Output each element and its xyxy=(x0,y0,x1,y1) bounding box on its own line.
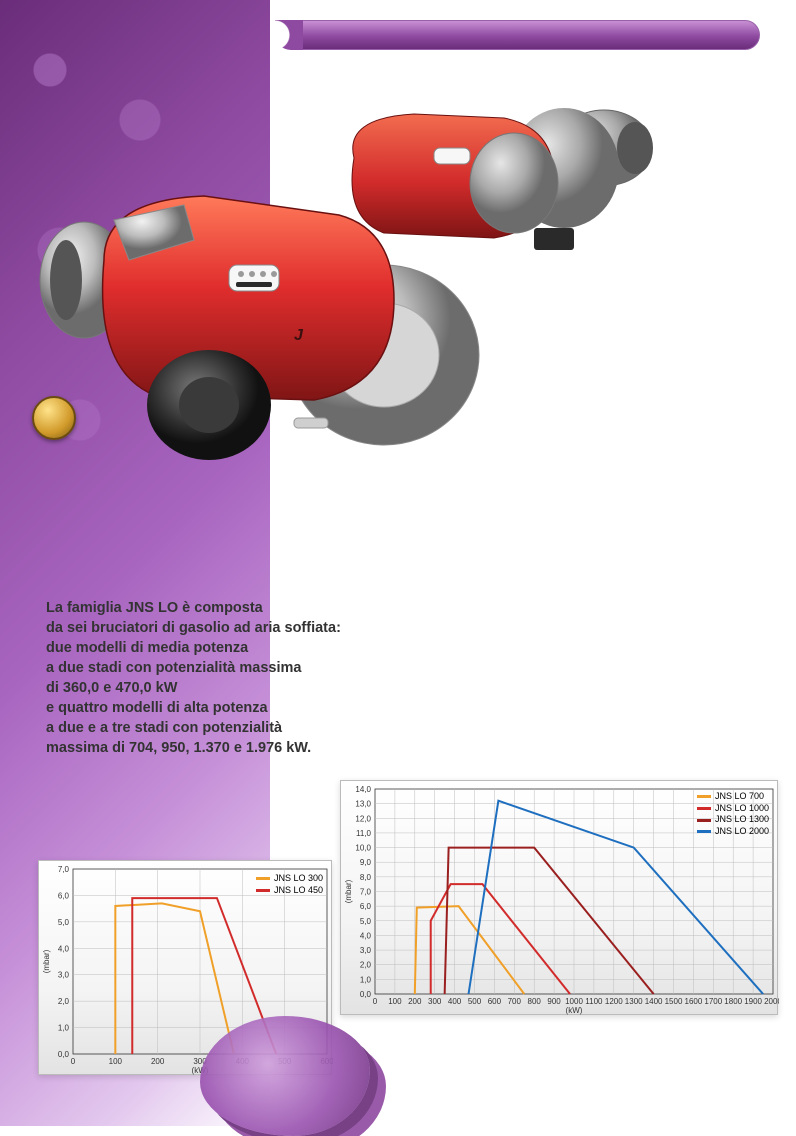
svg-text:1,0: 1,0 xyxy=(360,975,372,984)
svg-text:(mbar): (mbar) xyxy=(344,879,353,903)
header-ribbon xyxy=(300,20,760,50)
desc-line: massima di 704, 950, 1.370 e 1.976 kW. xyxy=(46,738,346,758)
svg-text:14,0: 14,0 xyxy=(355,785,371,794)
svg-text:0,0: 0,0 xyxy=(58,1050,70,1059)
svg-text:7,0: 7,0 xyxy=(58,865,70,874)
svg-text:2,0: 2,0 xyxy=(58,997,70,1006)
svg-text:1300: 1300 xyxy=(625,997,643,1006)
svg-text:3,0: 3,0 xyxy=(360,946,372,955)
svg-text:5,0: 5,0 xyxy=(58,918,70,927)
svg-text:100: 100 xyxy=(388,997,402,1006)
svg-text:4,0: 4,0 xyxy=(58,944,70,953)
svg-text:9,0: 9,0 xyxy=(360,858,372,867)
svg-text:0,0: 0,0 xyxy=(360,990,372,999)
svg-text:600: 600 xyxy=(488,997,502,1006)
svg-text:1600: 1600 xyxy=(685,997,703,1006)
legend-item: JNS LO 1000 xyxy=(697,803,769,815)
svg-text:300: 300 xyxy=(428,997,442,1006)
svg-text:1400: 1400 xyxy=(645,997,663,1006)
product-image-area: J xyxy=(34,80,674,480)
desc-line: La famiglia JNS LO è composta xyxy=(46,598,346,618)
desc-line: da sei bruciatori di gasolio ad aria sof… xyxy=(46,618,346,638)
svg-text:500: 500 xyxy=(468,997,482,1006)
desc-line: di 360,0 e 470,0 kW xyxy=(46,678,346,698)
svg-text:1500: 1500 xyxy=(665,997,683,1006)
svg-text:(mbar): (mbar) xyxy=(42,949,51,973)
svg-text:1900: 1900 xyxy=(744,997,762,1006)
svg-text:0: 0 xyxy=(71,1057,76,1066)
svg-text:10,0: 10,0 xyxy=(355,844,371,853)
product-description: La famiglia JNS LO è composta da sei bru… xyxy=(46,598,346,758)
decorative-swirl xyxy=(200,1016,370,1136)
svg-text:6,0: 6,0 xyxy=(360,902,372,911)
svg-text:200: 200 xyxy=(408,997,422,1006)
svg-text:8,0: 8,0 xyxy=(360,873,372,882)
svg-text:1200: 1200 xyxy=(605,997,623,1006)
desc-line: due modelli di media potenza xyxy=(46,638,346,658)
svg-text:11,0: 11,0 xyxy=(356,829,372,838)
svg-text:12,0: 12,0 xyxy=(355,814,371,823)
svg-text:800: 800 xyxy=(528,997,542,1006)
svg-text:6,0: 6,0 xyxy=(58,891,70,900)
legend-item: JNS LO 450 xyxy=(256,885,323,897)
svg-text:900: 900 xyxy=(547,997,561,1006)
svg-text:2,0: 2,0 xyxy=(360,961,372,970)
svg-text:3,0: 3,0 xyxy=(58,971,70,980)
svg-text:1700: 1700 xyxy=(704,997,722,1006)
desc-line: a due stadi con potenzialità massima xyxy=(46,658,346,678)
svg-text:(kW): (kW) xyxy=(566,1006,583,1015)
certification-badge-icon xyxy=(32,396,76,440)
legend-item: JNS LO 1300 xyxy=(697,814,769,826)
svg-text:200: 200 xyxy=(151,1057,165,1066)
svg-text:1,0: 1,0 xyxy=(58,1024,70,1033)
svg-text:7,0: 7,0 xyxy=(360,888,372,897)
burner-front-illustration: J xyxy=(34,170,494,470)
svg-text:0: 0 xyxy=(373,997,378,1006)
legend-item: JNS LO 300 xyxy=(256,873,323,885)
legend-item: JNS LO 700 xyxy=(697,791,769,803)
legend-item: JNS LO 2000 xyxy=(697,826,769,838)
svg-text:100: 100 xyxy=(109,1057,123,1066)
desc-line: e quattro modelli di alta potenza xyxy=(46,698,346,718)
svg-text:4,0: 4,0 xyxy=(360,931,372,940)
svg-text:1100: 1100 xyxy=(585,997,603,1006)
svg-text:5,0: 5,0 xyxy=(360,917,372,926)
svg-text:J: J xyxy=(294,327,304,344)
svg-text:2000: 2000 xyxy=(764,997,779,1006)
svg-text:400: 400 xyxy=(448,997,462,1006)
performance-chart-large: 0 100 200 300 400 500 600 700 800 900 100011001200… xyxy=(340,780,778,1015)
svg-text:13,0: 13,0 xyxy=(355,800,371,809)
desc-line: a due e a tre stadi con potenzialità xyxy=(46,718,346,738)
svg-text:1800: 1800 xyxy=(724,997,742,1006)
svg-text:700: 700 xyxy=(508,997,522,1006)
svg-text:1000: 1000 xyxy=(565,997,583,1006)
